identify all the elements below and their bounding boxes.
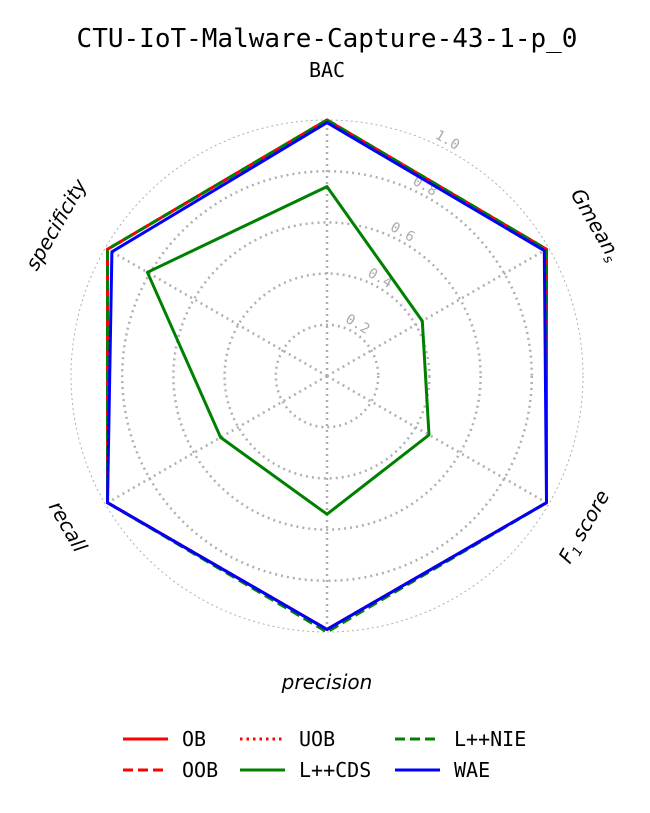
axis-label: Gmeans	[563, 184, 626, 266]
axis-label: F1 score	[553, 486, 617, 569]
radial-gridline	[172, 221, 482, 531]
axis-spoke	[104, 374, 328, 506]
series-line	[106, 121, 548, 631]
axis-label: BAC	[309, 58, 345, 82]
radar-grid: 0.20.40.60.81.0	[70, 119, 584, 633]
axis-spoke	[326, 374, 550, 506]
legend-label: OB	[182, 727, 206, 751]
axis-spoke	[326, 246, 550, 378]
axis-label: precision	[281, 670, 373, 694]
legend: OB OOB UOB L++CDS L++NIE WAE	[123, 727, 526, 782]
radial-gridline	[120, 169, 534, 583]
radar-series	[106, 118, 548, 634]
legend-label: OOB	[182, 758, 218, 782]
axis-label: specificity	[20, 174, 92, 275]
radial-gridline	[274, 323, 380, 429]
legend-label: UOB	[299, 727, 335, 751]
series-line	[145, 185, 431, 516]
axis-spoke	[104, 246, 328, 378]
axis-label: recall	[44, 497, 92, 557]
legend-label: WAE	[454, 758, 490, 782]
legend-label: L++NIE	[454, 727, 526, 751]
radial-tick-label: 0.2	[342, 311, 372, 338]
chart-title: CTU-IoT-Malware-Capture-43-1-p_0	[77, 24, 578, 54]
legend-label: L++CDS	[299, 758, 371, 782]
radial-tick-label: 0.6	[387, 219, 417, 246]
